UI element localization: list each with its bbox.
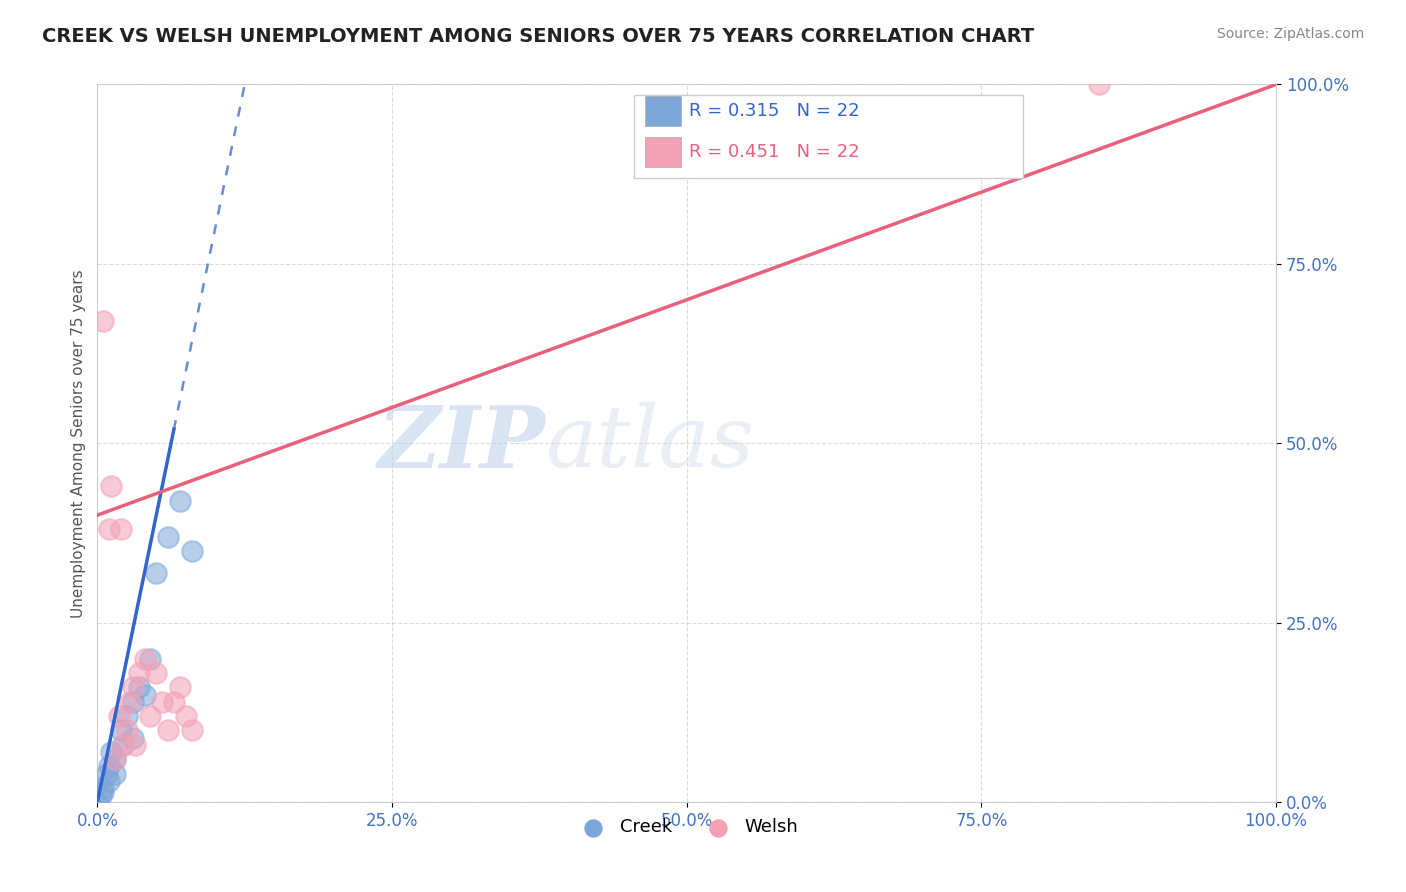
Point [91, 314, 114, 328]
Point [112, 738, 135, 752]
Point [110, 523, 132, 537]
Point [98, 523, 121, 537]
Point [107, 709, 129, 723]
Point [104, 752, 127, 766]
Point [180, 723, 202, 738]
Text: R = 0.315   N = 22: R = 0.315 N = 22 [689, 102, 859, 120]
Point [115, 723, 138, 738]
Point [104, 766, 127, 780]
Point [139, 651, 162, 665]
Point [112, 738, 135, 752]
Point [91, 780, 114, 795]
Point [145, 666, 167, 681]
Text: CREEK VS WELSH UNEMPLOYMENT AMONG SENIORS OVER 75 YEARS CORRELATION CHART: CREEK VS WELSH UNEMPLOYMENT AMONG SENIOR… [42, 27, 1035, 45]
Point [100, 745, 122, 759]
Point [100, 479, 122, 493]
Point [128, 681, 150, 695]
Point [121, 731, 143, 745]
Bar [645, 96, 681, 126]
Point [98, 773, 121, 788]
Point [150, 695, 173, 709]
Point [120, 695, 142, 709]
Point [128, 666, 150, 681]
Text: R = 0.451   N = 22: R = 0.451 N = 22 [689, 143, 859, 161]
Bar [634, 95, 1022, 178]
Point [174, 709, 197, 723]
Point [124, 738, 146, 752]
Text: ZIP: ZIP [377, 401, 546, 485]
Text: atlas: atlas [546, 402, 755, 484]
Point [104, 752, 127, 766]
Point [91, 784, 114, 798]
Point [169, 493, 191, 508]
Point [90, 788, 112, 802]
Point [86, 795, 108, 809]
Text: Source: ZipAtlas.com: Source: ZipAtlas.com [1216, 27, 1364, 41]
Y-axis label: Unemployment Among Seniors over 75 years: Unemployment Among Seniors over 75 years [72, 269, 86, 617]
Point [134, 651, 156, 665]
Point [98, 759, 121, 773]
Point [115, 709, 138, 723]
Point [163, 695, 186, 709]
Point [145, 566, 167, 580]
Point [157, 723, 180, 738]
Legend: Creek, Welsh: Creek, Welsh [568, 811, 806, 844]
Point [139, 709, 162, 723]
Point [110, 723, 132, 738]
Bar [645, 136, 681, 167]
Point [1088, 78, 1111, 92]
Point [96, 766, 118, 780]
Point [121, 695, 143, 709]
Point [169, 681, 191, 695]
Point [157, 530, 180, 544]
Point [121, 681, 143, 695]
Point [134, 688, 156, 702]
Point [180, 544, 202, 558]
